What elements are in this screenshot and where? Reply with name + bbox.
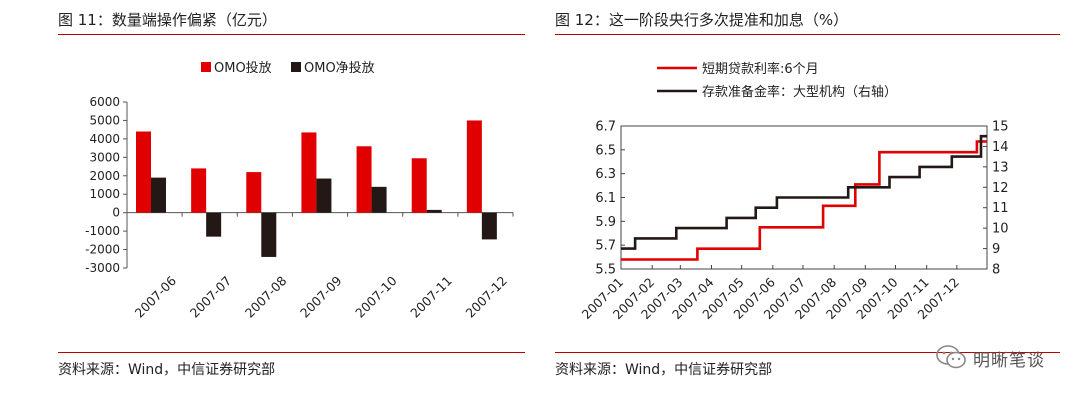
x-tick-label: 2007-11 bbox=[407, 273, 455, 321]
bar-omo-injection bbox=[301, 132, 317, 213]
y-tick-label: 2000 bbox=[89, 169, 120, 183]
bar-omo-injection bbox=[246, 172, 262, 213]
figure-11-top-rule bbox=[58, 34, 525, 35]
bar-omo-injection bbox=[466, 120, 482, 213]
right-tick-label: 11 bbox=[992, 201, 1009, 216]
bar-omo-net-injection bbox=[371, 186, 387, 213]
bar-omo-net-injection bbox=[426, 209, 442, 213]
series-line-loan-rate bbox=[621, 140, 987, 261]
left-tick-label: 6.3 bbox=[595, 167, 616, 182]
y-tick-label: -1000 bbox=[85, 224, 120, 238]
y-tick-label: -2000 bbox=[85, 243, 120, 257]
series-line-reserve-ratio bbox=[621, 134, 987, 250]
right-tick-label: 13 bbox=[992, 160, 1009, 175]
legend-swatch-1 bbox=[201, 62, 211, 72]
bar-omo-net-injection bbox=[316, 178, 332, 213]
legend-label-1: OMO投放 bbox=[214, 60, 272, 76]
figure-12-top-rule bbox=[555, 34, 1060, 35]
y-tick-label: 0 bbox=[112, 206, 120, 220]
legend-label-2: OMO净投放 bbox=[304, 60, 375, 76]
x-tick-label: 2007-08 bbox=[242, 273, 290, 321]
bar-omo-injection bbox=[191, 168, 207, 213]
figure-12-source: 资料来源：Wind，中信证券研究部 bbox=[555, 362, 773, 378]
left-tick-label: 6.5 bbox=[595, 143, 616, 158]
legend-swatch-2 bbox=[291, 62, 301, 72]
y-tick-label: 1000 bbox=[89, 187, 120, 201]
right-tick-label: 10 bbox=[992, 222, 1009, 237]
omo-bar-chart: OMO投放 OMO净投放 6000 5000 4000 3000 2000 1000 0 -100… bbox=[85, 60, 514, 321]
right-tick-label: 12 bbox=[992, 181, 1009, 196]
figure-11-title: 图 11：数量端操作偏紧（亿元） bbox=[58, 11, 277, 29]
right-tick-label: 8 bbox=[992, 263, 1000, 278]
x-tick-label: 2007-07 bbox=[187, 273, 235, 321]
y-tick-label: 4000 bbox=[89, 132, 120, 146]
figure-11-bottom-rule bbox=[58, 352, 525, 353]
x-tick-label: 2007-10 bbox=[352, 273, 400, 321]
figure-12-bottom-rule bbox=[555, 352, 1060, 353]
figure-12-title: 图 12：这一阶段央行多次提准和加息（%） bbox=[555, 11, 849, 29]
figure-12-panel: 图 12：这一阶段央行多次提准和加息（%） 短期贷款利率:6个月存款准备金率：大… bbox=[540, 0, 1080, 406]
watermark: 明晰笔谈 bbox=[935, 342, 1075, 372]
figure-11-panel: 图 11：数量端操作偏紧（亿元） OMO投放 OMO净投放 6000 5000 4000… bbox=[58, 11, 525, 378]
y-tick-label: 3000 bbox=[89, 150, 120, 164]
right-tick-label: 15 bbox=[992, 120, 1009, 135]
bar-omo-net-injection bbox=[206, 212, 222, 237]
bar-omo-injection bbox=[136, 131, 151, 213]
x-tick-label: 2007-09 bbox=[297, 273, 345, 321]
y-tick-label: -3000 bbox=[85, 261, 120, 275]
legend-label-1: 短期贷款利率:6个月 bbox=[702, 61, 819, 77]
figure-11-source: 资料来源：Wind，中信证券研究部 bbox=[58, 362, 276, 378]
right-tick-label: 9 bbox=[992, 242, 1000, 257]
left-tick-label: 5.9 bbox=[595, 215, 616, 230]
watermark-text: 明晰笔谈 bbox=[973, 351, 1045, 371]
x-tick-label: 2007-12 bbox=[462, 273, 510, 321]
legend-label-2: 存款准备金率：大型机构（右轴） bbox=[702, 84, 897, 100]
right-tick-label: 14 bbox=[992, 140, 1009, 155]
left-tick-label: 6.7 bbox=[595, 120, 616, 135]
left-tick-label: 5.7 bbox=[595, 239, 616, 254]
left-tick-label: 5.5 bbox=[595, 263, 616, 278]
x-tick-label: 2007-06 bbox=[132, 273, 180, 321]
bar-omo-net-injection bbox=[261, 212, 277, 257]
bar-omo-injection bbox=[356, 146, 372, 213]
bar-omo-net-injection bbox=[151, 177, 166, 213]
bar-omo-injection bbox=[411, 158, 427, 213]
bar-omo-net-injection bbox=[481, 212, 497, 240]
wechat-icon bbox=[936, 345, 966, 369]
y-tick-label: 5000 bbox=[89, 113, 120, 127]
y-tick-label: 6000 bbox=[89, 95, 120, 109]
left-tick-label: 6.1 bbox=[595, 191, 616, 206]
